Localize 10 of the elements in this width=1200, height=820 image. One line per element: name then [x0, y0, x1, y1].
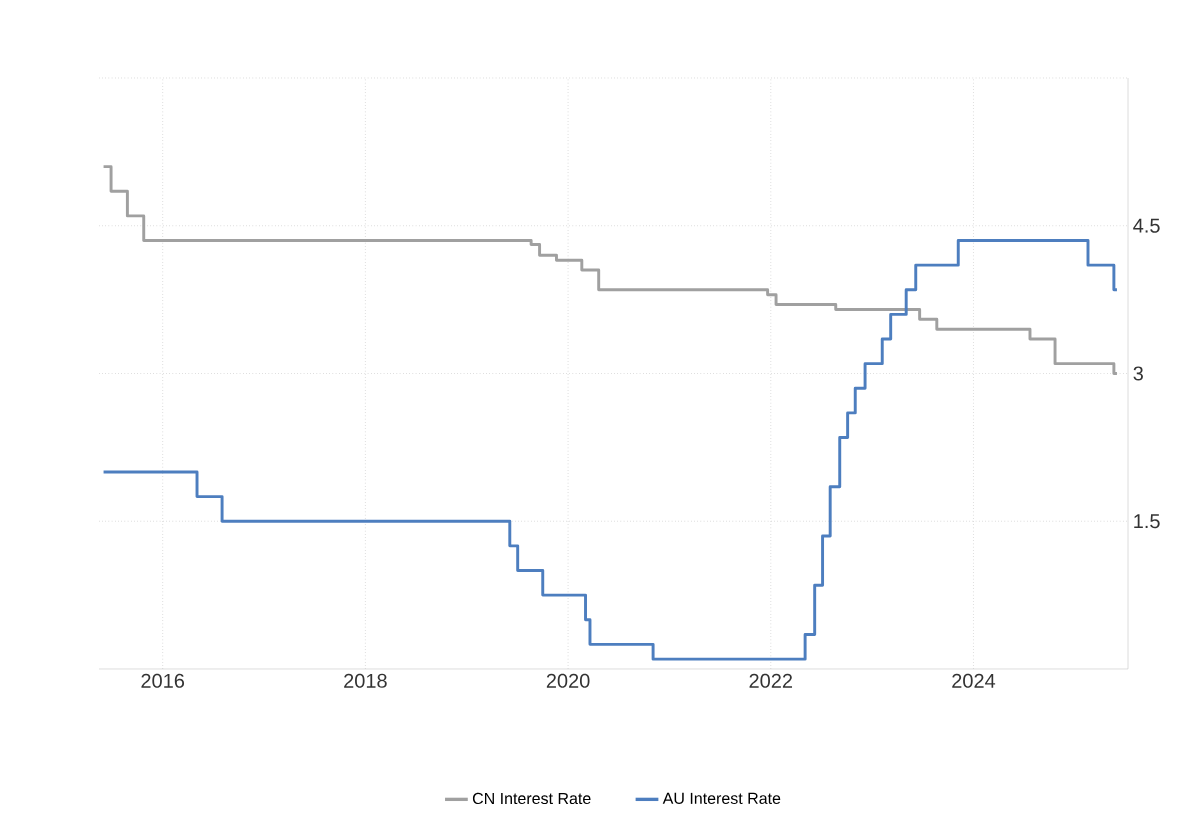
legend-label: AU Interest Rate: [662, 792, 781, 805]
x-tick-label: 2020: [546, 673, 590, 688]
x-tick-label: 2024: [952, 673, 996, 688]
y-tick-label: 3: [1133, 366, 1143, 381]
x-tick-label: 2018: [344, 673, 387, 688]
y-tick-label: 4.5: [1133, 218, 1160, 233]
x-tick-label: 2022: [749, 673, 793, 688]
y-tick-label: 1.5: [1134, 514, 1160, 529]
x-tick-label: 2016: [141, 673, 185, 688]
legend-label: CN Interest Rate: [472, 792, 591, 805]
